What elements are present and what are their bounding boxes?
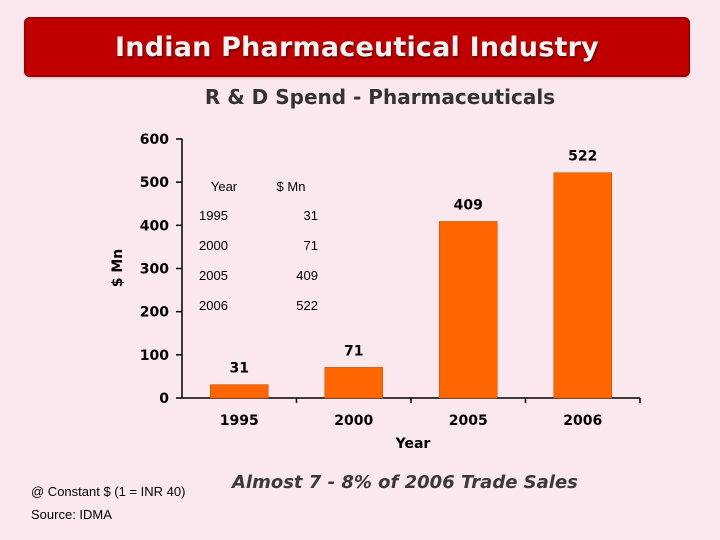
chart-title: R & D Spend - Pharmaceuticals (204, 85, 556, 109)
x-axis-title: Year (395, 436, 431, 452)
bar-data-label: 409 (454, 197, 483, 213)
x-tick-label: 1995 (220, 413, 259, 429)
inset-cell-value: 409 (296, 267, 318, 283)
inset-data-table: Year $ Mn 1995 31 2000 71 2005 409 2006 … (190, 172, 324, 326)
inset-cell-year: 2006 (199, 297, 228, 313)
inset-row: 2005 409 (190, 260, 324, 290)
inset-row: 2006 522 (190, 290, 324, 320)
inset-row: 2000 71 (190, 230, 324, 260)
y-tick-label: 0 (159, 391, 169, 407)
currency-footnote: @ Constant $ (1 = INR 40) (31, 484, 186, 499)
inset-cell-value: 71 (303, 237, 318, 253)
inset-cell-year: 2005 (199, 267, 228, 283)
bar (324, 367, 383, 399)
y-tick-label: 400 (140, 218, 169, 234)
inset-cell-value: 31 (303, 207, 318, 223)
inset-header-year: Year (210, 178, 238, 194)
source-note: Source: IDMA (31, 507, 112, 522)
x-tick-label: 2006 (563, 413, 602, 429)
inset-cell-year: 2000 (199, 237, 228, 253)
inset-header-value: $ Mn (276, 178, 306, 194)
x-tick-label: 2005 (449, 413, 488, 429)
y-tick-label: 100 (140, 348, 169, 364)
y-tick-label: 500 (140, 175, 169, 191)
bar-data-label: 71 (344, 343, 363, 359)
inset-header-row: Year $ Mn (190, 172, 324, 200)
inset-row: 1995 31 (190, 200, 324, 230)
x-tick-label: 2000 (334, 413, 373, 429)
y-axis-title: $ Mn (110, 249, 126, 288)
title-banner: Indian Pharmaceutical Industry (24, 17, 690, 77)
trade-sales-note: Almost 7 - 8% of 2006 Trade Sales (232, 472, 578, 493)
bar-data-label: 522 (568, 149, 597, 165)
inset-cell-year: 1995 (199, 207, 228, 223)
y-tick-label: 200 (140, 305, 169, 321)
bar (553, 172, 612, 399)
inset-cell-value: 522 (296, 297, 318, 313)
bar-data-label: 31 (230, 361, 249, 377)
y-tick-label: 300 (140, 262, 169, 278)
bar (439, 221, 498, 399)
slide-title: Indian Pharmaceutical Industry (115, 31, 599, 63)
bar (210, 384, 269, 399)
y-tick-label: 600 (140, 132, 169, 148)
